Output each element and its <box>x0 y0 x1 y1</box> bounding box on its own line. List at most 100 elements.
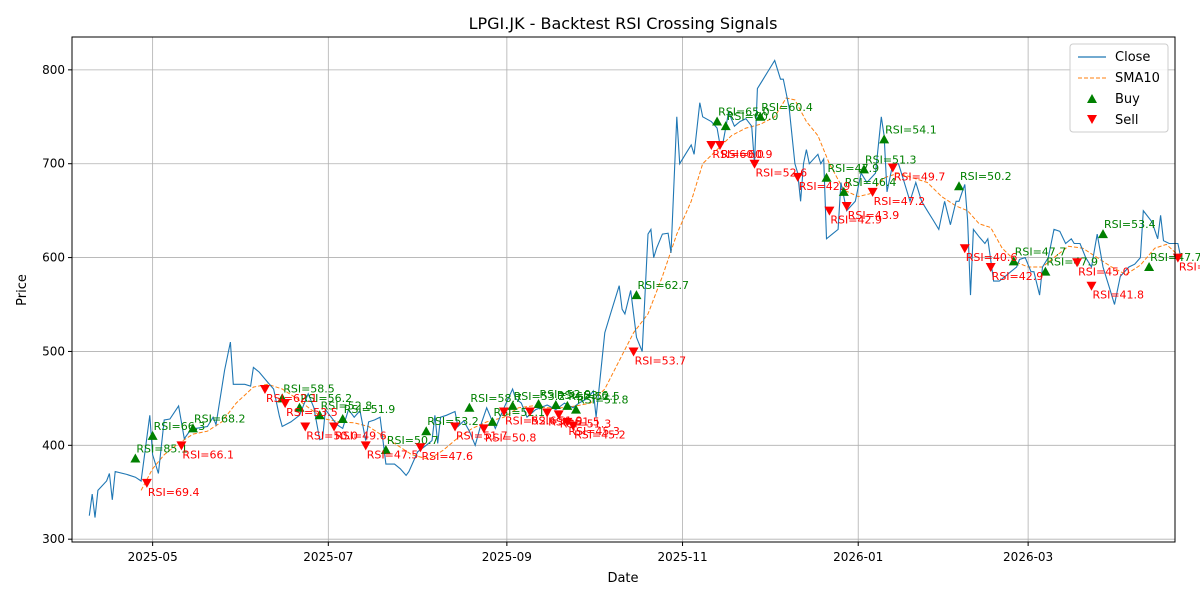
sell-marker <box>553 410 564 420</box>
buy-marker <box>562 400 573 410</box>
x-tick-label: 2025-05 <box>128 550 178 564</box>
legend-box <box>1069 43 1169 133</box>
sell-marker <box>360 441 371 451</box>
sell-marker <box>415 443 426 453</box>
buy-marker <box>337 414 348 424</box>
x-tick-label: 2025-09 <box>482 550 532 564</box>
sell-rsi-label: RSI=52.6 <box>505 415 557 428</box>
buy-marker <box>858 164 869 174</box>
buy-rsi-label: RSI=58.7 <box>470 392 522 405</box>
y-tick-label: 700 <box>42 157 65 171</box>
buy-rsi-label: RSI=47.9 <box>1046 256 1098 269</box>
sell-marker <box>562 417 573 427</box>
buy-marker <box>421 426 432 436</box>
buy-rsi-label: RSI=53.4 <box>1104 218 1156 231</box>
close-line <box>88 59 1182 518</box>
buy-rsi-label: RSI=52.8 <box>321 399 373 412</box>
sell-marker <box>985 262 996 272</box>
sell-marker <box>749 159 760 169</box>
sell-rsi-label: RSI=66.1 <box>182 448 234 461</box>
sell-marker <box>628 347 639 357</box>
buy-rsi-label: RSI=51.3 <box>865 153 917 166</box>
sell-marker <box>792 172 803 182</box>
buy-rsi-label: RSI=60.0 <box>727 110 779 123</box>
buy-marker <box>533 399 544 409</box>
x-tick-label: 2025-07 <box>303 550 353 564</box>
sell-marker <box>867 187 878 197</box>
sell-rsi-label: RSI=69.4 <box>148 486 200 499</box>
buy-marker <box>380 445 391 455</box>
buy-marker <box>187 423 198 433</box>
buy-marker <box>720 121 731 131</box>
sell-marker <box>300 422 311 432</box>
buy-rsi-label: RSI=46.4 <box>845 176 897 189</box>
buy-rsi-label: RSI=85.1 <box>136 442 188 455</box>
grid <box>72 37 1175 542</box>
y-tick-label: 800 <box>42 63 65 77</box>
buy-rsi-label: RSI=68.2 <box>194 412 246 425</box>
sell-rsi-label: RSI=52.6 <box>756 167 808 180</box>
sell-marker <box>478 424 489 434</box>
legend-buy-label: Buy <box>1115 92 1140 107</box>
y-tick-label: 300 <box>42 532 65 546</box>
close-series <box>88 59 1182 518</box>
y-axis-ticks: 300 400 500 600 700 800 <box>42 63 72 546</box>
sell-rsi-label: RSI=50.0 <box>306 430 358 443</box>
buy-marker <box>507 400 518 410</box>
sell-rsi-label: RSI=45.3 <box>568 425 620 438</box>
sell-rsi-label: RSI=49.7 <box>894 170 946 183</box>
buy-rsi-label: RSI=53.2 <box>514 390 566 403</box>
buy-marker <box>1098 229 1109 239</box>
sell-marker <box>1086 281 1097 291</box>
buy-marker <box>314 410 325 420</box>
sell-rsi-label: RSI=49.6 <box>335 430 387 443</box>
buy-rsi-label: RSI=51.9 <box>344 403 396 416</box>
x-tick-label: 2026-03 <box>1003 550 1053 564</box>
buy-rsi-label: RSI=65.0 <box>718 105 770 118</box>
sell-marker <box>824 206 835 216</box>
sell-rsi-label: RSI=47.6 <box>421 450 473 463</box>
sell-rsi-label: RSI=60.0 <box>712 148 764 161</box>
sell-marker <box>280 399 291 409</box>
y-axis-label: Price <box>15 274 30 306</box>
sell-marker <box>959 244 970 254</box>
sell-marker <box>450 422 461 432</box>
buy-rsi-label: RSI=62.7 <box>637 279 689 292</box>
buy-marker <box>570 404 581 414</box>
sell-marker <box>329 422 340 432</box>
sell-marker <box>887 163 898 173</box>
legend-sell-swatch <box>1087 115 1097 124</box>
buy-rsi-label: RSI=53.2 <box>427 415 479 428</box>
buy-rsi-label: RSI=50.7 <box>387 434 439 447</box>
buy-marker <box>1008 256 1019 266</box>
x-tick-label: 2026-01 <box>833 550 883 564</box>
buy-rsi-label: RSI=53.6 <box>557 389 609 402</box>
buy-rsi-label: RSI=50.2 <box>960 170 1012 183</box>
buy-rsi-label: RSI=51.8 <box>577 394 629 407</box>
legend-buy-swatch <box>1087 94 1097 103</box>
sell-rsi-label: RSI=47.5 <box>367 448 419 461</box>
sell-rsi-label: RSI=53.7 <box>635 354 687 367</box>
sell-marker <box>841 201 852 211</box>
legend: Close SMA10 Buy Sell <box>1069 43 1169 133</box>
chart-title: LPGI.JK - Backtest RSI Crossing Signals <box>469 14 778 33</box>
buy-rsi-label: RSI=47.7 <box>1015 245 1067 258</box>
y-tick-label: 500 <box>42 344 65 358</box>
x-axis-ticks: 2025-05 2025-07 2025-09 2025-11 2026-01 2026-… <box>128 542 1053 564</box>
sell-marker <box>176 441 187 451</box>
sell-marker <box>141 478 152 488</box>
sell-rsi-label: RSI=40.6 <box>966 251 1018 264</box>
buy-marker <box>821 172 832 182</box>
buy-marker <box>487 416 498 426</box>
sell-marker <box>568 421 579 431</box>
x-tick-label: 2025-11 <box>657 550 707 564</box>
buy-marker <box>954 181 965 191</box>
sell-marker <box>524 407 535 417</box>
buy-marker <box>838 186 849 196</box>
plot-frame <box>71 36 1176 543</box>
sell-rsi-label: RSI=42.9 <box>799 180 851 193</box>
sell-rsi-label: RSI=60.9 <box>721 148 773 161</box>
sell-rsi-label: RSI=50.8 <box>485 431 537 444</box>
